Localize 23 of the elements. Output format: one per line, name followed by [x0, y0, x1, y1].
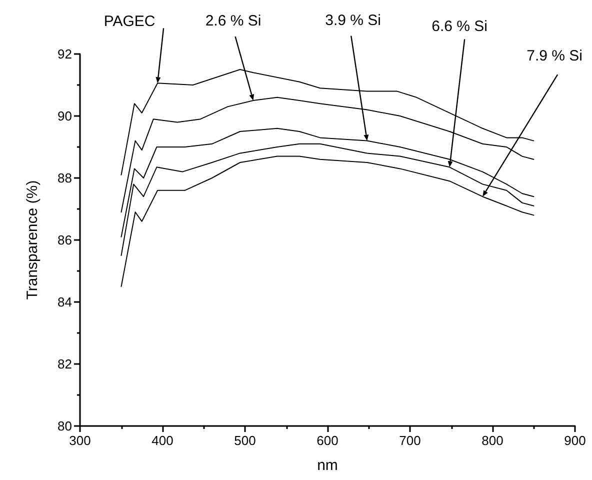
x-tick-label: 400 [152, 433, 174, 448]
y-tick-label: 84 [58, 294, 72, 310]
y-tick-label: 86 [58, 232, 72, 248]
y-tick-label: 92 [58, 46, 72, 62]
line-series [120, 156, 534, 287]
x-tick-label: 500 [234, 433, 256, 448]
y-tick-label: 88 [58, 170, 72, 186]
annotation: 2.6 % Si [205, 12, 262, 30]
x-tick-label: 900 [564, 433, 586, 448]
annotation: 7.9 % Si [526, 48, 583, 65]
x-tick-label: 300 [69, 433, 91, 448]
x-axis-title: nm [317, 457, 338, 474]
annotation: PAGEC [104, 13, 156, 30]
annotation: 6.6 % Si [432, 18, 488, 36]
x-tick-label: 700 [399, 433, 421, 448]
x-tick-label: 800 [482, 433, 504, 448]
y-tick-label: 82 [58, 356, 72, 372]
annotation: 3.9 % Si [325, 12, 382, 29]
line-series [120, 69, 534, 176]
y-tick-label: 80 [58, 418, 72, 434]
x-tick-label: 600 [316, 433, 338, 448]
y-tick-label: 90 [58, 108, 72, 124]
y-axis-title: Transparence (%) [24, 180, 41, 300]
